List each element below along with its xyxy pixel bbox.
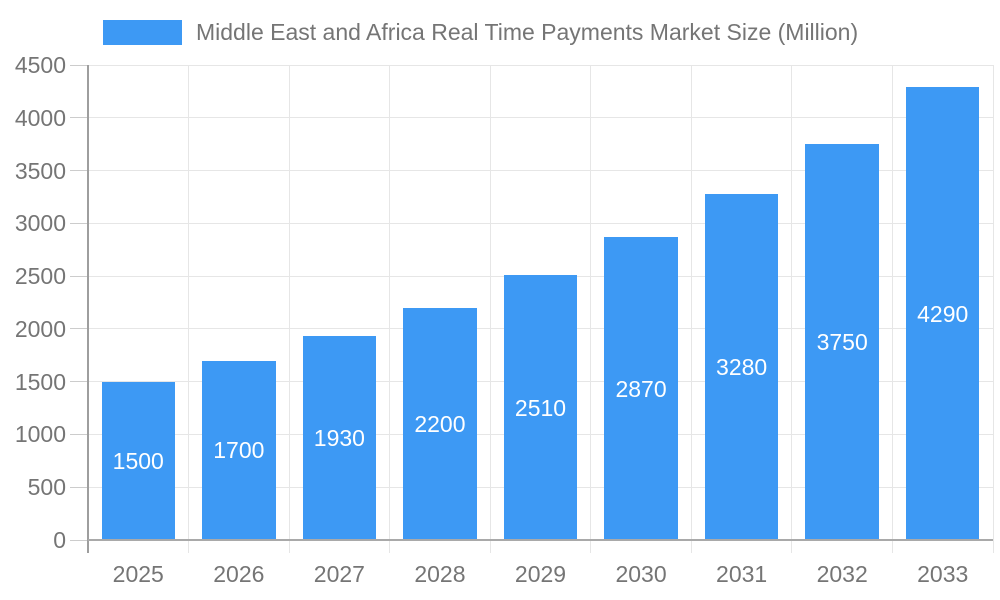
bar <box>101 381 175 540</box>
x-tick-label: 2031 <box>716 561 768 587</box>
x-tick-label: 2026 <box>213 561 265 587</box>
x-tick-label: 2033 <box>917 561 969 587</box>
bar-value-label: 2510 <box>514 394 567 421</box>
legend: Middle East and Africa Real Time Payment… <box>103 20 858 45</box>
x-tick-label: 2030 <box>615 561 667 587</box>
bar <box>704 193 779 540</box>
y-tick-label: 1500 <box>14 368 66 395</box>
bar <box>604 237 678 540</box>
y-tick <box>70 381 88 383</box>
v-gridline <box>690 65 692 553</box>
v-gridline <box>791 65 793 553</box>
h-gridline <box>88 170 993 172</box>
bar-value-label: 2200 <box>414 410 466 437</box>
y-tick <box>70 222 88 224</box>
v-gridline <box>188 65 190 553</box>
x-tick-label: 2025 <box>112 561 164 587</box>
h-gridline <box>88 222 993 224</box>
h-gridline <box>88 64 993 66</box>
bar-value-label: 4290 <box>917 300 969 327</box>
y-tick-label: 500 <box>27 474 66 501</box>
y-tick <box>70 170 88 172</box>
bar-value-label: 3750 <box>816 329 868 356</box>
bar <box>302 336 377 540</box>
h-gridline <box>88 117 993 119</box>
y-tick <box>70 433 88 435</box>
y-tick <box>70 275 88 277</box>
bar <box>503 275 578 540</box>
bar <box>403 307 477 540</box>
y-tick <box>70 539 88 541</box>
bar <box>805 144 879 540</box>
y-tick-label: 2000 <box>14 315 66 342</box>
y-tick <box>70 328 88 330</box>
bar-value-label: 3280 <box>716 353 768 380</box>
bar-value-label: 1500 <box>112 447 164 474</box>
x-tick-label: 2032 <box>816 561 868 587</box>
y-tick-label: 4500 <box>14 52 66 78</box>
v-gridline <box>590 65 592 553</box>
x-tick-label: 2028 <box>414 561 466 587</box>
y-tick <box>70 486 88 488</box>
v-gridline <box>891 65 893 553</box>
y-tick <box>70 117 88 119</box>
v-gridline <box>992 65 994 553</box>
legend-swatch <box>103 20 182 45</box>
v-gridline <box>389 65 391 553</box>
x-tick-label: 2027 <box>313 561 365 587</box>
x-tick-label: 2029 <box>514 561 567 587</box>
y-tick-label: 4000 <box>14 104 66 131</box>
bar <box>906 87 980 540</box>
y-tick <box>70 64 88 66</box>
bar-value-label: 1930 <box>313 425 365 452</box>
y-tick-label: 2500 <box>14 263 66 290</box>
bar-value-label: 1700 <box>213 437 265 464</box>
y-tick-label: 1000 <box>14 421 66 448</box>
bar <box>202 360 276 540</box>
y-tick-label: 0 <box>53 527 66 553</box>
y-tick-label: 3500 <box>14 157 66 184</box>
v-gridline <box>288 65 290 553</box>
y-tick-label: 3000 <box>14 210 66 237</box>
x-axis-line <box>88 539 993 541</box>
bar-value-label: 2870 <box>615 375 667 402</box>
y-axis-line <box>87 65 89 553</box>
chart-title: Middle East and Africa Real Time Payment… <box>196 19 859 45</box>
v-gridline <box>489 65 491 553</box>
